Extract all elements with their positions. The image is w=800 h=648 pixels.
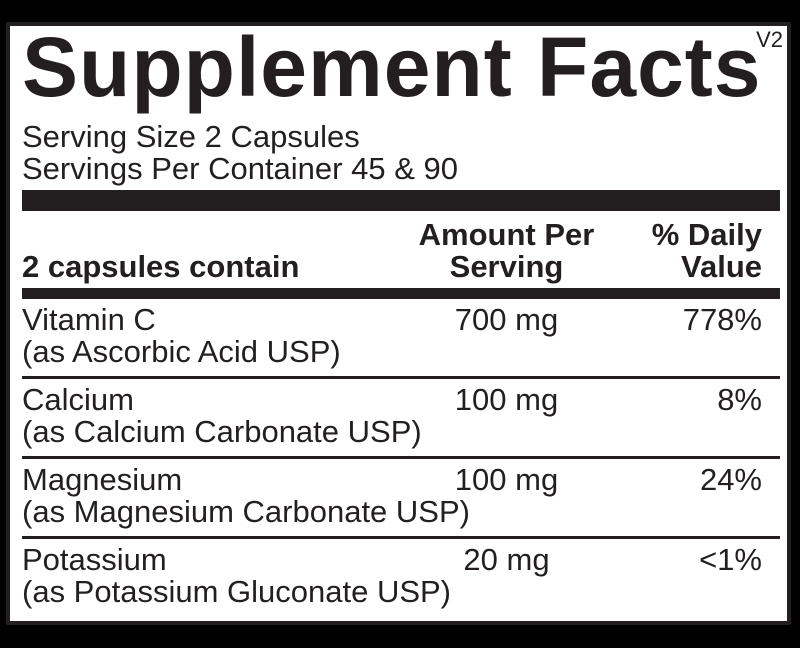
divider-medium <box>22 288 780 299</box>
nutrient-daily-value: 24% <box>699 462 762 497</box>
nutrient-row-vitamin-c: Vitamin C (as Ascorbic Acid USP) 700 mg … <box>22 299 780 379</box>
nutrient-source: (as Potassium Gluconate USP) <box>22 574 452 609</box>
nutrient-name: Potassium <box>22 542 167 577</box>
nutrient-row-potassium: Potassium (as Potassium Gluconate USP) 2… <box>22 539 780 616</box>
nutrient-daily-value: 8% <box>717 382 762 417</box>
nutrient-name-cell: Magnesium (as Magnesium Carbonate USP) <box>22 462 470 528</box>
nutrient-amount: 100 mg <box>454 382 559 417</box>
servings-per-container: Servings Per Container 45 & 90 <box>22 151 458 186</box>
header-daily-value: % Daily Value <box>651 217 762 284</box>
nutrient-daily-value: 778% <box>682 302 762 337</box>
table-header-row: 2 capsules contain Amount Per Serving % … <box>22 211 780 288</box>
nutrient-amount: 100 mg <box>454 462 559 497</box>
version-tag: V2 <box>756 27 783 52</box>
nutrient-source: (as Calcium Carbonate USP) <box>22 414 422 449</box>
serving-size: Serving Size 2 Capsules <box>22 119 360 154</box>
nutrient-name-cell: Potassium (as Potassium Gluconate USP) <box>22 542 451 608</box>
nutrient-row-calcium: Calcium (as Calcium Carbonate USP) 100 m… <box>22 379 780 459</box>
nutrient-name-cell: Calcium (as Calcium Carbonate USP) <box>22 382 422 448</box>
nutrient-name: Vitamin C <box>22 302 156 337</box>
header-amount-per-serving: Amount Per Serving <box>380 219 633 283</box>
supplement-facts-panel: V2 Supplement Facts Serving Size 2 Capsu… <box>6 22 791 625</box>
header-capsules-contain: 2 capsules contain <box>22 249 300 284</box>
divider-thick <box>22 190 780 211</box>
panel-title: Supplement Facts <box>22 20 762 114</box>
nutrient-amount: 700 mg <box>454 302 559 337</box>
nutrient-source: (as Magnesium Carbonate USP) <box>22 494 470 529</box>
nutrient-source: (as Ascorbic Acid USP) <box>22 334 341 369</box>
nutrient-name: Magnesium <box>22 462 183 497</box>
panel-content: Supplement Facts Serving Size 2 Capsules… <box>22 20 780 616</box>
nutrient-amount: 20 mg <box>463 542 550 577</box>
nutrient-name-cell: Vitamin C (as Ascorbic Acid USP) <box>22 304 380 368</box>
nutrient-name: Calcium <box>22 382 134 417</box>
nutrient-row-magnesium: Magnesium (as Magnesium Carbonate USP) 1… <box>22 459 780 539</box>
nutrient-daily-value: <1% <box>699 542 762 577</box>
header-amount-per-serving-text: Amount Per Serving <box>418 217 595 284</box>
